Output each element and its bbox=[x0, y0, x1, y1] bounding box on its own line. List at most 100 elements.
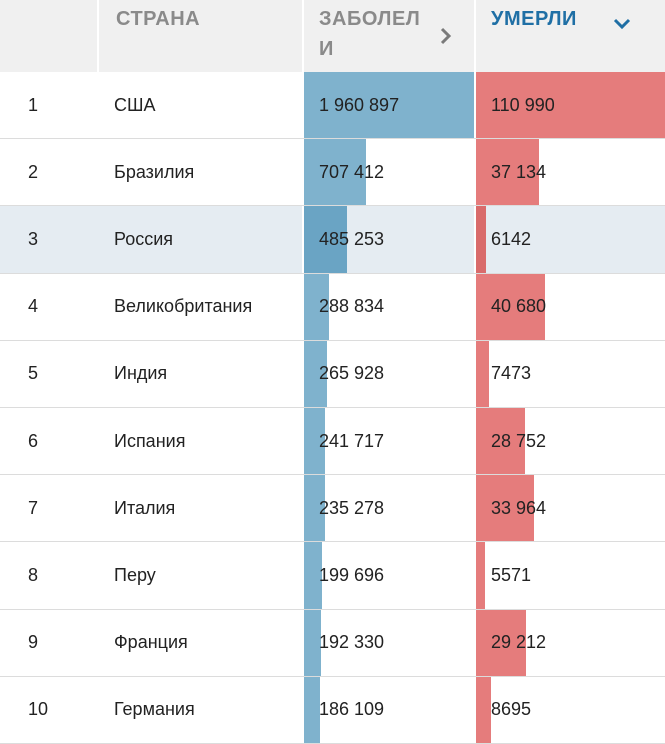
cases-bar bbox=[304, 340, 328, 407]
row-deaths-cell: 6142 bbox=[474, 206, 665, 273]
row-country: Германия bbox=[114, 699, 195, 720]
deaths-value: 28 752 bbox=[491, 430, 547, 451]
row-cases-cell: 199 696 bbox=[302, 542, 476, 609]
header-cases-sort[interactable]: ЗАБОЛЕЛИ bbox=[302, 0, 474, 72]
cases-value: 265 928 bbox=[319, 363, 385, 384]
deaths-bar bbox=[476, 475, 534, 542]
deaths-value: 37 134 bbox=[491, 161, 547, 182]
row-deaths-cell: 110 990 bbox=[474, 72, 665, 139]
table-row[interactable]: 1 США 1 960 897 110 990 bbox=[0, 72, 665, 140]
row-rank: 3 bbox=[28, 228, 39, 249]
cases-bar bbox=[304, 542, 322, 609]
row-cases-cell: 235 278 bbox=[302, 475, 476, 542]
table-row[interactable]: 3 Россия 485 253 6142 bbox=[0, 206, 665, 274]
row-country: Франция bbox=[114, 632, 188, 653]
row-deaths-cell: 8695 bbox=[474, 676, 665, 743]
table-header: СТРАНА ЗАБОЛЕЛИ УМЕРЛИ bbox=[0, 0, 665, 72]
cases-bar bbox=[304, 676, 321, 743]
deaths-bar bbox=[476, 609, 526, 676]
cases-bar bbox=[304, 139, 367, 206]
header-rank bbox=[0, 0, 97, 72]
cases-bar bbox=[304, 206, 347, 273]
table-row[interactable]: 7 Италия 235 278 33 964 bbox=[0, 475, 665, 543]
cases-value: 235 278 bbox=[319, 497, 385, 518]
row-rank: 10 bbox=[28, 699, 49, 720]
row-deaths-cell: 7473 bbox=[474, 340, 665, 407]
table-body: 1 США 1 960 897 110 990 2 Бразилия 707 412 37 1… bbox=[0, 72, 665, 744]
table-row[interactable]: 2 Бразилия 707 412 37 134 bbox=[0, 139, 665, 207]
row-country: Бразилия bbox=[114, 161, 195, 182]
row-country: Индия bbox=[114, 363, 168, 384]
cases-value: 288 834 bbox=[319, 296, 385, 317]
row-country: Перу bbox=[114, 564, 156, 585]
row-rank: 4 bbox=[28, 296, 39, 317]
deaths-bar bbox=[476, 273, 546, 340]
row-deaths-cell: 28 752 bbox=[474, 407, 665, 475]
deaths-value: 33 964 bbox=[491, 497, 547, 518]
row-country: Великобритания bbox=[114, 296, 253, 317]
deaths-value: 29 212 bbox=[491, 632, 547, 653]
deaths-bar bbox=[476, 139, 540, 206]
chevron-down-icon bbox=[613, 10, 631, 40]
cases-bar bbox=[304, 273, 330, 340]
deaths-bar bbox=[476, 340, 489, 407]
row-deaths-cell: 29 212 bbox=[474, 609, 665, 676]
header-cases-label: ЗАБОЛЕЛИ bbox=[319, 8, 421, 60]
cases-bar bbox=[304, 72, 476, 139]
row-rank: 9 bbox=[28, 632, 39, 653]
row-rank: 1 bbox=[28, 94, 39, 115]
cases-value: 485 253 bbox=[319, 228, 385, 249]
table-row[interactable]: 5 Индия 265 928 7473 bbox=[0, 340, 665, 408]
cases-bar bbox=[304, 609, 321, 676]
header-deaths-label: УМЕРЛИ bbox=[491, 8, 577, 30]
row-cases-cell: 707 412 bbox=[302, 139, 476, 206]
cases-value: 241 717 bbox=[319, 430, 385, 451]
cases-value: 186 109 bbox=[319, 699, 385, 720]
row-cases-cell: 265 928 bbox=[302, 340, 476, 407]
cases-value: 1 960 897 bbox=[319, 94, 400, 115]
row-country: США bbox=[114, 94, 156, 115]
table-row[interactable]: 4 Великобритания 288 834 40 680 bbox=[0, 273, 665, 341]
deaths-bar bbox=[476, 542, 486, 609]
cases-bar bbox=[304, 475, 325, 542]
row-rank: 6 bbox=[28, 430, 39, 451]
deaths-value: 5571 bbox=[491, 564, 532, 585]
header-deaths-sort[interactable]: УМЕРЛИ bbox=[474, 0, 665, 72]
deaths-value: 7473 bbox=[491, 363, 532, 384]
row-deaths-cell: 5571 bbox=[474, 542, 665, 609]
header-country-label: СТРАНА bbox=[116, 8, 201, 30]
deaths-bar bbox=[476, 72, 665, 139]
row-country: Россия bbox=[114, 228, 174, 249]
row-cases-cell: 485 253 bbox=[302, 206, 476, 273]
row-cases-cell: 241 717 bbox=[302, 407, 476, 475]
row-cases-cell: 288 834 bbox=[302, 273, 476, 340]
table-row[interactable]: 9 Франция 192 330 29 212 bbox=[0, 609, 665, 677]
chevron-right-icon bbox=[440, 24, 452, 54]
deaths-value: 8695 bbox=[491, 699, 532, 720]
cases-value: 199 696 bbox=[319, 564, 385, 585]
row-deaths-cell: 33 964 bbox=[474, 475, 665, 542]
row-cases-cell: 192 330 bbox=[302, 609, 476, 676]
deaths-value: 6142 bbox=[491, 228, 532, 249]
row-cases-cell: 1 960 897 bbox=[302, 72, 476, 139]
row-deaths-cell: 37 134 bbox=[474, 139, 665, 206]
cases-value: 192 330 bbox=[319, 632, 385, 653]
row-rank: 8 bbox=[28, 564, 39, 585]
deaths-bar bbox=[476, 676, 491, 743]
header-country-sort[interactable]: СТРАНА bbox=[97, 0, 302, 72]
deaths-value: 40 680 bbox=[491, 296, 547, 317]
table-row[interactable]: 10 Германия 186 109 8695 bbox=[0, 676, 665, 744]
row-deaths-cell: 40 680 bbox=[474, 273, 665, 340]
row-rank: 2 bbox=[28, 161, 39, 182]
row-country: Испания bbox=[114, 430, 186, 451]
deaths-value: 110 990 bbox=[491, 94, 555, 115]
table-row[interactable]: 8 Перу 199 696 5571 bbox=[0, 542, 665, 610]
row-rank: 5 bbox=[28, 363, 39, 384]
cases-value: 707 412 bbox=[319, 161, 385, 182]
deaths-bar bbox=[476, 407, 525, 475]
cases-bar bbox=[304, 407, 326, 475]
table-row[interactable]: 6 Испания 241 717 28 752 bbox=[0, 407, 665, 476]
row-country: Италия bbox=[114, 497, 176, 518]
row-rank: 7 bbox=[28, 497, 39, 518]
